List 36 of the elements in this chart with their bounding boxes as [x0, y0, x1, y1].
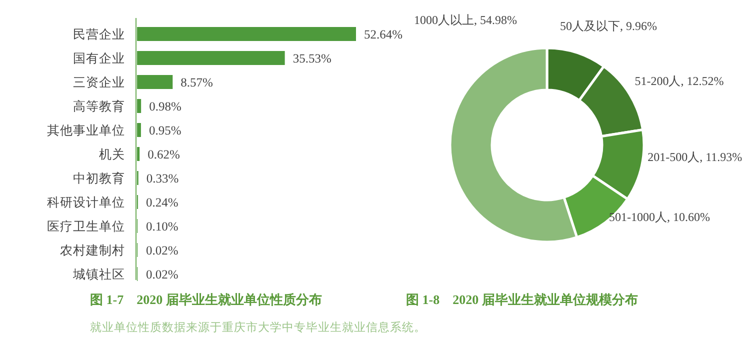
data-label: 0.33% [146, 172, 179, 186]
bar [137, 99, 142, 113]
y-tick-label: 城镇社区 [72, 268, 125, 282]
y-tick-label: 民营企业 [73, 28, 125, 42]
data-label: 0.98% [149, 100, 182, 114]
data-label: 52.64% [364, 28, 403, 42]
y-tick-label: 高等教育 [73, 98, 125, 114]
bar [137, 147, 140, 161]
data-label: 0.10% [146, 220, 178, 234]
text: 就业单位性质数据来源于重庆市大学中专毕业生就业信息系统。 [90, 320, 426, 334]
y-tick-label: 科研设计单位 [47, 196, 125, 210]
slice-label: 501-1000人, 10.60% [609, 210, 710, 224]
data-label: 35.53% [292, 52, 332, 66]
text: 图 1-7 2020 届毕业生就业单位性质分布 [90, 292, 322, 307]
y-tick-label: 医疗卫生单位 [47, 220, 125, 234]
bar [137, 51, 285, 65]
data-label: 0.02% [146, 268, 178, 282]
y-tick-label: 其他事业单位 [47, 124, 125, 138]
bar [137, 123, 141, 137]
data-label: 0.95% [148, 124, 182, 138]
y-tick-label: 机关 [99, 148, 125, 162]
y-tick-label: 中初教育 [73, 170, 125, 186]
y-tick-label: 国有企业 [73, 52, 125, 66]
y-tick-label: 农村建制村 [60, 244, 125, 258]
text: 图 1-8 2020 届毕业生就业单位规模分布 [406, 292, 638, 307]
data-label: 0.62% [148, 148, 180, 162]
y-tick-label: 三资企业 [73, 76, 125, 90]
slice-label: 51-200人, 12.52% [634, 74, 724, 88]
data-label: 8.57% [180, 76, 213, 90]
slice-label: 50人及以下, 9.96% [560, 19, 657, 33]
slice-label: 201-500人, 11.93% [648, 150, 742, 164]
data-label: 0.02% [146, 244, 178, 258]
bar [137, 27, 356, 41]
data-label: 0.24% [146, 196, 178, 210]
slice-label: 1000人以上, 54.98% [414, 13, 517, 27]
bar [137, 75, 173, 89]
